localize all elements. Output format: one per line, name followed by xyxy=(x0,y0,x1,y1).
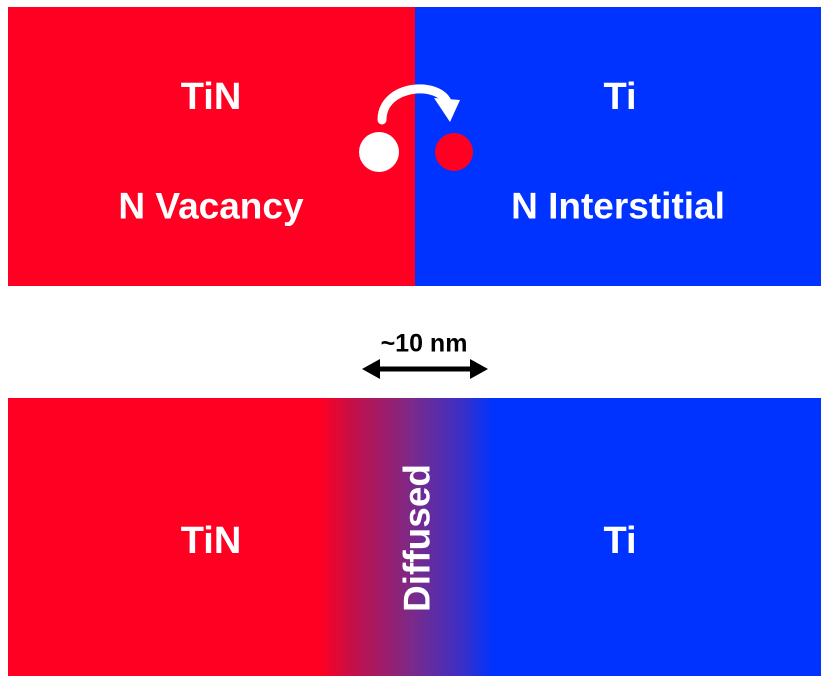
scale-bar-label: ~10 nm xyxy=(380,329,468,358)
ti-label-top: Ti xyxy=(603,76,637,118)
diffused-interface-panel: TiN Ti xyxy=(8,398,821,676)
defect-hop-graphic xyxy=(359,84,473,172)
sharp-interface-panel: TiN N Vacancy Ti N Interstitial xyxy=(8,7,821,286)
tin-region-top xyxy=(8,7,415,286)
double-headed-arrow-icon xyxy=(362,359,488,379)
ti-region-top xyxy=(415,7,821,286)
red-circle-icon xyxy=(435,133,473,171)
n-interstitial-label: N Interstitial xyxy=(511,185,725,227)
tin-label-bottom: TiN xyxy=(180,520,242,562)
n-vacancy-label: N Vacancy xyxy=(118,185,304,227)
tin-label-top: TiN xyxy=(180,76,242,118)
diffused-region-label: Diffused xyxy=(396,464,438,612)
curved-arrow-icon xyxy=(377,84,460,125)
white-circle-icon xyxy=(359,132,399,172)
ti-label-bottom: Ti xyxy=(603,520,637,562)
